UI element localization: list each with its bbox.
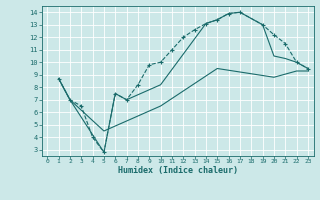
X-axis label: Humidex (Indice chaleur): Humidex (Indice chaleur) [118,166,237,175]
